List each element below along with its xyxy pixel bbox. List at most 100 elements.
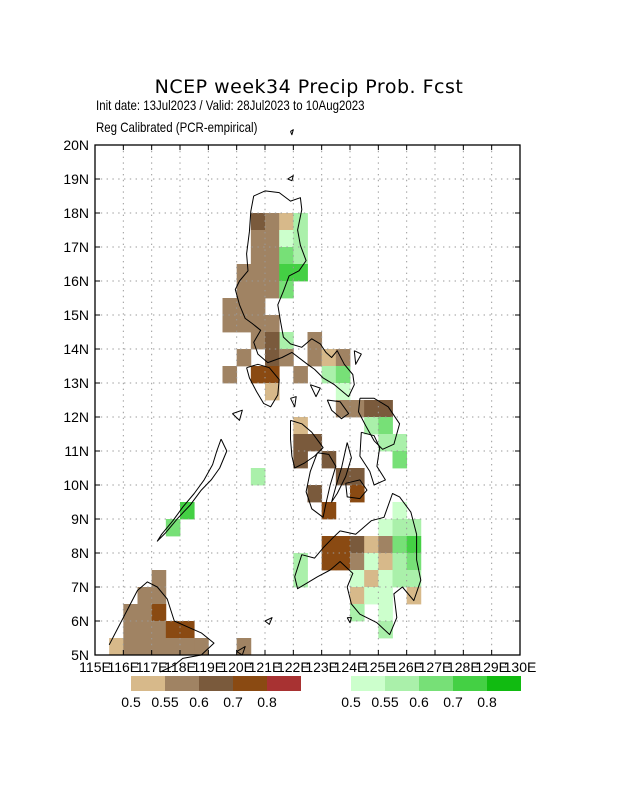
probability-cell	[123, 621, 138, 639]
probability-cell	[265, 230, 280, 248]
legend-label-wet: 0.55	[371, 694, 398, 710]
probability-cell	[180, 638, 195, 656]
probability-cell	[406, 536, 422, 554]
probability-cell	[321, 536, 337, 554]
coastline-segment	[108, 581, 215, 673]
coastline-segment	[246, 363, 280, 408]
probability-cell	[293, 230, 308, 248]
probability-cell	[293, 553, 308, 571]
probability-cell	[350, 400, 365, 418]
longitude-label: 123E	[305, 659, 338, 675]
probability-cell	[392, 434, 408, 452]
latitude-label: 19N	[63, 171, 89, 187]
probability-cell	[406, 570, 422, 588]
probability-cell	[293, 570, 308, 588]
probability-cell	[350, 485, 365, 503]
probability-cell	[151, 604, 167, 622]
legend-swatch-dry	[233, 676, 267, 691]
coastline-segment	[264, 617, 273, 625]
legend-swatch-wet	[487, 676, 521, 691]
probability-cell	[265, 383, 280, 401]
probability-cell	[151, 587, 167, 605]
probability-cell	[279, 213, 294, 231]
probability-cell	[236, 298, 252, 316]
map-title: NCEP week34 Precip Prob. Fcst	[154, 76, 464, 98]
map-frame	[94, 144, 521, 656]
probability-cell	[250, 264, 266, 282]
probability-cell	[378, 400, 393, 418]
probability-cell	[378, 587, 393, 605]
probability-cell	[364, 417, 379, 435]
legend-label-dry: 0.5	[121, 694, 141, 710]
probability-cell	[194, 638, 209, 656]
probability-cell	[364, 587, 379, 605]
probability-cell	[364, 400, 379, 418]
probability-cell	[222, 366, 238, 384]
probability-cell	[392, 502, 408, 520]
coastline-segment	[358, 397, 401, 450]
probability-cell	[321, 366, 337, 384]
longitude-label: 119E	[192, 659, 224, 675]
probability-cell	[151, 638, 167, 656]
probability-cell	[392, 553, 408, 571]
coastline-segment	[294, 493, 422, 636]
probability-cell	[406, 519, 422, 537]
legend-swatch-wet	[453, 676, 487, 691]
probability-cell	[151, 570, 167, 588]
coastline-segment	[156, 438, 228, 542]
probability-cell	[265, 281, 280, 299]
latitude-label: 15N	[63, 307, 89, 323]
probability-cell	[378, 519, 393, 537]
probability-cell	[307, 434, 323, 452]
probability-cell	[293, 213, 308, 231]
probability-cell	[109, 638, 124, 656]
probability-cell	[165, 519, 181, 537]
probability-cell	[378, 621, 393, 639]
probability-cell	[250, 281, 266, 299]
probability-cell	[364, 536, 379, 554]
coastline-segment	[345, 479, 368, 500]
probability-cell	[279, 247, 294, 265]
probability-cell	[392, 451, 408, 469]
latitude-label: 10N	[63, 477, 89, 493]
probability-cell	[378, 570, 393, 588]
probability-cell	[236, 349, 252, 367]
latitude-label: 18N	[63, 205, 89, 221]
latitude-labels: 5N 6N 7N 8N 9N 10N 11N 12N 13N 14N 15N 16N 17N 18N 19N…	[63, 137, 89, 663]
coastline-segment	[305, 452, 337, 518]
probability-cell	[265, 315, 280, 333]
longitude-label: 124E	[334, 659, 367, 675]
probability-cell	[335, 366, 351, 384]
probability-cell	[392, 519, 408, 537]
longitude-label: 129E	[475, 659, 508, 675]
coastline-segment	[290, 419, 324, 469]
latitude-label: 9N	[71, 511, 89, 527]
coastline-segment	[236, 646, 246, 656]
coastline-segment	[287, 175, 294, 182]
legend-swatch-dry	[165, 676, 199, 691]
probability-cell	[350, 587, 365, 605]
probability-cell	[335, 349, 351, 367]
probability-cell	[222, 298, 238, 316]
latitude-label: 11N	[64, 443, 89, 459]
longitude-labels: 115E116E117E118E119E120E121E122E123E124E…	[79, 659, 536, 675]
probability-cell	[265, 332, 280, 350]
gridlines	[95, 145, 520, 655]
latitude-label: 20N	[63, 137, 89, 153]
probability-cell	[279, 230, 294, 248]
probability-cell	[321, 349, 337, 367]
coastline-segment	[331, 442, 352, 503]
longitude-label: 128E	[447, 659, 480, 675]
longitude-label: 120E	[220, 659, 253, 675]
coastline-segment	[346, 617, 352, 624]
probability-cell	[151, 621, 167, 639]
longitude-label: 122E	[277, 659, 310, 675]
latitude-label: 17N	[63, 239, 89, 255]
probability-cell	[350, 553, 365, 571]
probability-cell	[392, 570, 408, 588]
probability-cell	[293, 451, 308, 469]
probability-cell	[335, 553, 351, 571]
legend-swatch-dry	[267, 676, 301, 691]
probability-cell	[250, 468, 266, 486]
latitude-label: 12N	[63, 409, 89, 425]
